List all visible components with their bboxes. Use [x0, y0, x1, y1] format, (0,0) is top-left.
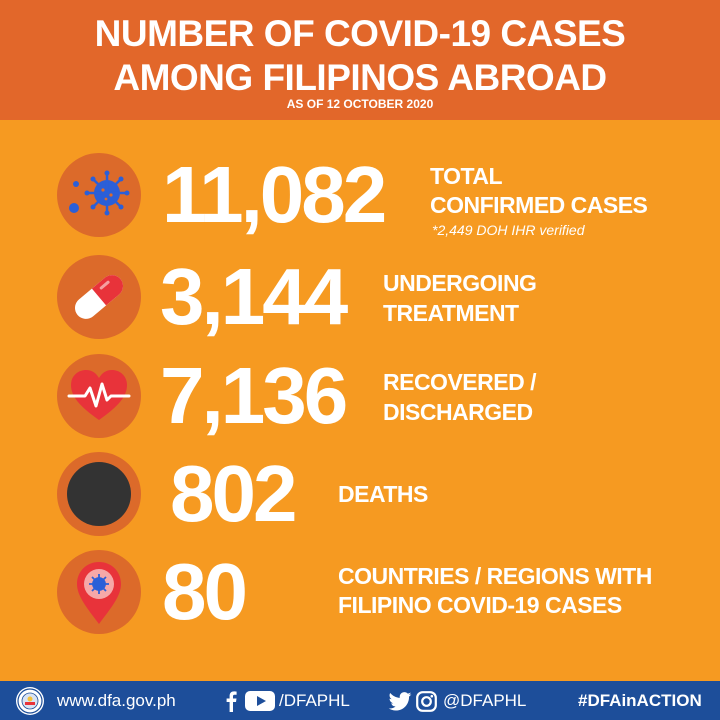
title-line-1: NUMBER OF COVID-19 CASES: [94, 13, 626, 54]
stat-row-recovered: 7,136 RECOVERED / DISCHARGED: [0, 351, 720, 444]
total-confirmed-label-2: CONFIRMED CASES: [430, 192, 648, 218]
pill-capsule-icon: [74, 275, 124, 319]
dfa-seal-icon: [17, 688, 43, 714]
stat-row-countries: 80 COUNTRIES / REGIONS WITH FILIPINO COV…: [0, 547, 720, 640]
stat-row-deaths: 802 DEATHS: [0, 449, 720, 542]
undergoing-treatment-label-1: UNDERGOING: [383, 270, 537, 296]
countries-label-1: COUNTRIES / REGIONS WITH: [338, 563, 652, 589]
icon-circle: [57, 153, 141, 237]
icon-circle: [57, 452, 141, 536]
location-pin-virus-icon: [77, 562, 121, 624]
recovered-label-1: RECOVERED /: [383, 369, 536, 395]
facebook-youtube-handle[interactable]: /DFAPHL: [279, 691, 350, 710]
deaths-label: DEATHS: [338, 481, 428, 507]
total-confirmed-label-1: TOTAL: [430, 163, 503, 189]
twitter-instagram-handle[interactable]: @DFAPHL: [443, 691, 527, 710]
icon-circle: [57, 550, 141, 634]
icon-circle: [57, 255, 141, 339]
dfa-seal-logo: [16, 687, 44, 715]
undergoing-treatment-value: 3,144: [160, 252, 348, 341]
footer-bar: www.dfa.gov.ph /DFAPHL @DFAPHL #DFAinACT…: [0, 681, 720, 720]
title-line-2: AMONG FILIPINOS ABROAD: [113, 57, 607, 98]
heartbeat-icon: [67, 370, 131, 420]
stat-row-total-confirmed: 11,082 TOTAL CONFIRMED CASES *2,449 DOH …: [0, 150, 720, 240]
instagram-icon[interactable]: [416, 691, 437, 712]
countries-label-2: FILIPINO COVID-19 CASES: [338, 592, 622, 618]
doh-verified-note: *2,449 DOH IHR verified: [432, 222, 585, 238]
as-of-date: AS OF 12 OCTOBER 2020: [286, 97, 434, 111]
facebook-icon[interactable]: [225, 690, 237, 712]
header-banner: [0, 0, 720, 120]
virus-icon: [69, 170, 130, 216]
website-link[interactable]: www.dfa.gov.ph: [57, 691, 176, 710]
twitter-icon[interactable]: [388, 692, 412, 711]
youtube-icon[interactable]: [245, 691, 275, 711]
hashtag[interactable]: #DFAinACTION: [578, 691, 702, 710]
death-circle-icon: [67, 462, 131, 526]
total-confirmed-value: 11,082: [162, 150, 387, 239]
recovered-value: 7,136: [160, 351, 348, 440]
countries-value: 80: [162, 547, 248, 636]
deaths-value: 802: [170, 449, 297, 538]
stat-row-undergoing-treatment: 3,144 UNDERGOING TREATMENT: [0, 252, 720, 345]
recovered-label-2: DISCHARGED: [383, 399, 533, 425]
undergoing-treatment-label-2: TREATMENT: [383, 300, 519, 326]
icon-circle: [57, 354, 141, 438]
